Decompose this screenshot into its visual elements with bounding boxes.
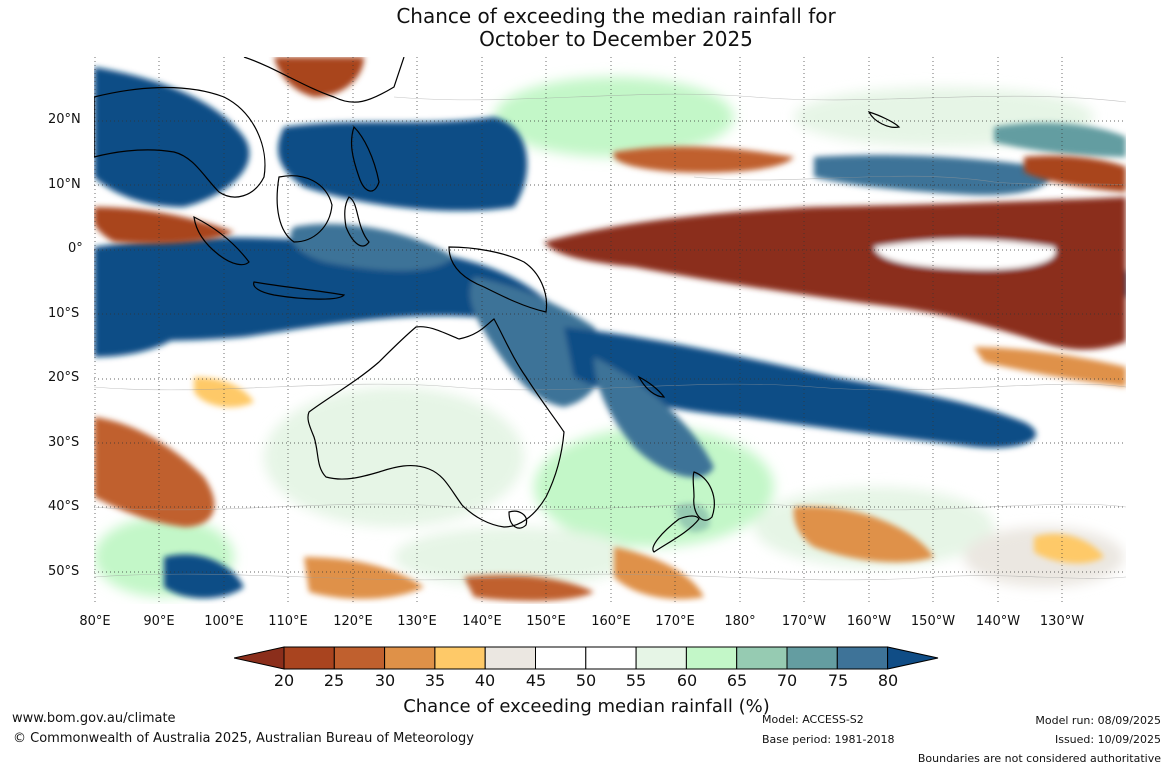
colorbar-label-55: 55 [625, 671, 647, 690]
colorbar-bin [434, 646, 486, 670]
copyright-notice: © Commonwealth of Australia 2025, Austra… [13, 731, 474, 746]
lon-tick-120e: 120°E [333, 614, 373, 629]
colorbar-bin [736, 646, 788, 670]
colorbar-high-arrow [887, 646, 939, 670]
colorbar-label-35: 35 [424, 671, 446, 690]
map-svg [94, 57, 1126, 604]
southeast-asia-coastline [94, 86, 266, 198]
tasmania-coastline [508, 510, 528, 529]
colorbar-bin [685, 646, 738, 670]
sulawesi-coastline [344, 196, 370, 247]
colorbar-low-arrow [234, 646, 285, 670]
new-caledonia-coastline [637, 375, 666, 398]
new-zealand-south-coastline [652, 515, 700, 553]
colorbar-label-40: 40 [474, 671, 496, 690]
lat-tick-40s: 40°S [48, 499, 80, 514]
issued-date: Issued: 10/09/2025 [1054, 733, 1161, 746]
model-name: Model: ACCESS-S2 [762, 713, 864, 726]
lon-tick-150e: 150°E [526, 614, 566, 629]
colorbar-label-70: 70 [776, 671, 798, 690]
lon-tick-110e: 110°E [268, 614, 308, 629]
lat-tick-50s: 50°S [48, 564, 80, 579]
lat-tick-10s: 10°S [48, 306, 80, 321]
lon-tick-80e: 80°E [79, 614, 111, 629]
colorbar [234, 646, 939, 670]
philippines-coastline [350, 125, 380, 192]
boundary-disclaimer: Boundaries are not considered authoritat… [917, 752, 1161, 765]
coastlines [94, 57, 901, 553]
new-zealand-north-coastline [692, 471, 715, 521]
colorbar-bin [786, 646, 838, 670]
lon-tick-100e: 100°E [204, 614, 244, 629]
lon-tick-140w: 140°W [975, 614, 1021, 629]
colorbar-bin [384, 646, 436, 670]
lon-tick-170e: 170°E [655, 614, 695, 629]
lat-tick-0: 0° [68, 241, 83, 256]
contour-lines [94, 93, 1126, 581]
china-coast [243, 57, 405, 103]
new-guinea-coastline [448, 246, 548, 313]
colorbar-label-25: 25 [323, 671, 345, 690]
colorbar-label-30: 30 [374, 671, 396, 690]
colorbar-bin [836, 646, 889, 670]
colorbar-label-80: 80 [877, 671, 899, 690]
lat-tick-30s: 30°S [48, 435, 80, 450]
bom-url[interactable]: www.bom.gov.au/climate [12, 711, 176, 726]
australia-coastline [307, 318, 565, 528]
map-title-line-1: Chance of exceeding the median rainfall … [396, 4, 836, 28]
wet-regions [94, 67, 1126, 599]
gridlines [94, 57, 1126, 604]
sumatra-coastline [193, 215, 250, 266]
colorbar-label-20: 20 [273, 671, 295, 690]
colorbar-label-75: 75 [827, 671, 849, 690]
colorbar-label-50: 50 [575, 671, 597, 690]
lon-tick-150w: 150°W [910, 614, 956, 629]
colorbar-label-45: 45 [525, 671, 547, 690]
colorbar-label-60: 60 [676, 671, 698, 690]
map-title-line-2: October to December 2025 [479, 27, 753, 51]
colorbar-bin [484, 646, 536, 670]
lon-tick-170w: 170°W [781, 614, 827, 629]
colorbar-bin [283, 646, 335, 670]
lon-tick-130w: 130°W [1039, 614, 1085, 629]
colorbar-bin [585, 646, 637, 670]
java-coastline [253, 281, 346, 300]
colorbar-label-65: 65 [726, 671, 748, 690]
lon-tick-160w: 160°W [846, 614, 892, 629]
lat-tick-10n: 10°N [48, 177, 81, 192]
lon-tick-180: 180° [724, 614, 756, 629]
base-period: Base period: 1981-2018 [762, 733, 895, 746]
colorbar-title: Chance of exceeding median rainfall (%) [403, 696, 770, 717]
colorbar-bin [333, 646, 386, 670]
lon-tick-160e: 160°E [591, 614, 631, 629]
borneo-coastline [276, 175, 333, 243]
dry-regions [94, 57, 1126, 602]
hawaii-coastline [867, 111, 901, 128]
colorbar-bin [635, 646, 687, 670]
lon-tick-130e: 130°E [397, 614, 437, 629]
lon-tick-90e: 90°E [143, 614, 175, 629]
lon-tick-140e: 140°E [462, 614, 502, 629]
lat-tick-20s: 20°S [48, 370, 80, 385]
colorbar-bin [535, 646, 587, 670]
lat-tick-20n: 20°N [48, 112, 81, 127]
rainfall-map [94, 57, 1126, 604]
model-run-date: Model run: 08/09/2025 [1035, 714, 1161, 727]
